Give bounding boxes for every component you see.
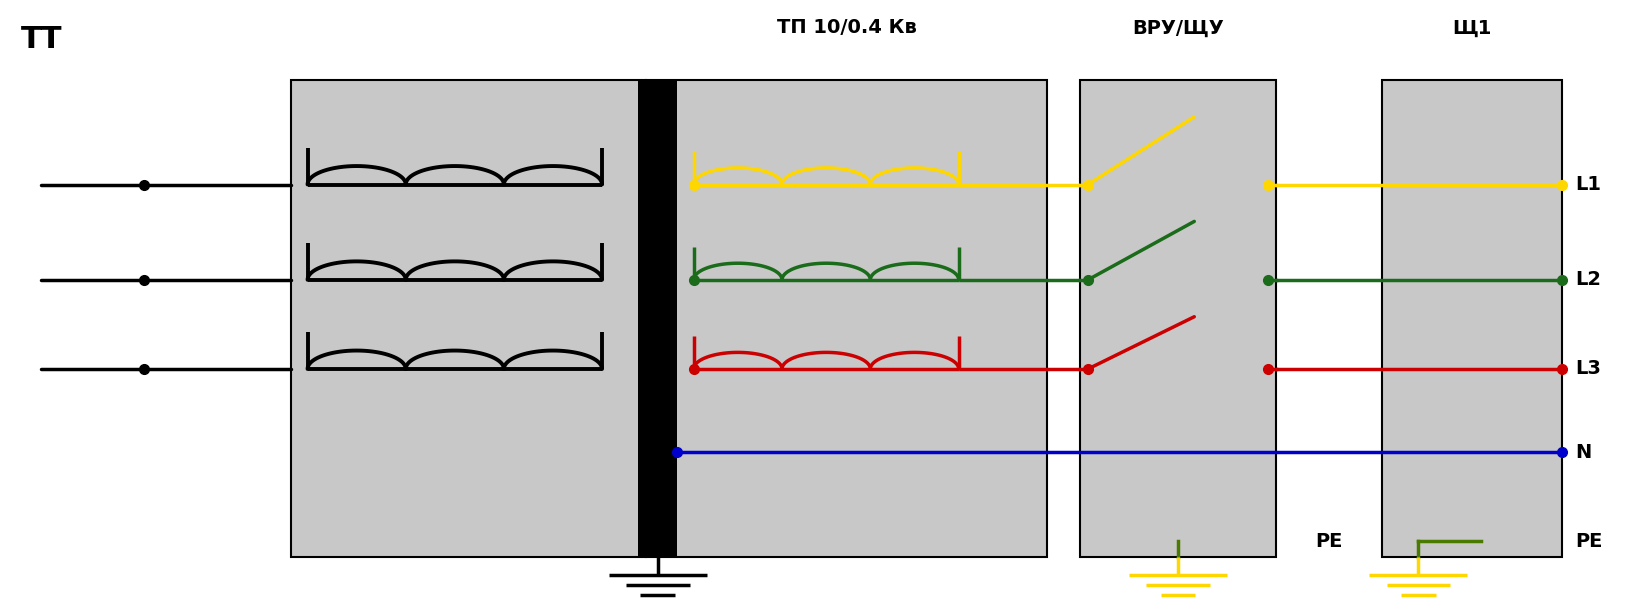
Text: ТТ: ТТ <box>21 25 62 54</box>
Text: L1: L1 <box>1575 175 1602 194</box>
Text: PE: PE <box>1315 532 1343 550</box>
Text: ВРУ/ЩУ: ВРУ/ЩУ <box>1132 18 1224 38</box>
Text: PE: PE <box>1575 532 1603 550</box>
Text: N: N <box>1575 443 1592 461</box>
Bar <box>1080 80 1276 557</box>
Bar <box>291 80 646 557</box>
Bar <box>646 80 1047 557</box>
Text: L3: L3 <box>1575 360 1602 378</box>
Bar <box>638 80 677 557</box>
Text: L2: L2 <box>1575 271 1602 289</box>
Bar <box>1382 80 1562 557</box>
Text: ТП 10/0.4 Кв: ТП 10/0.4 Кв <box>777 18 916 38</box>
Text: Щ1: Щ1 <box>1453 18 1492 38</box>
